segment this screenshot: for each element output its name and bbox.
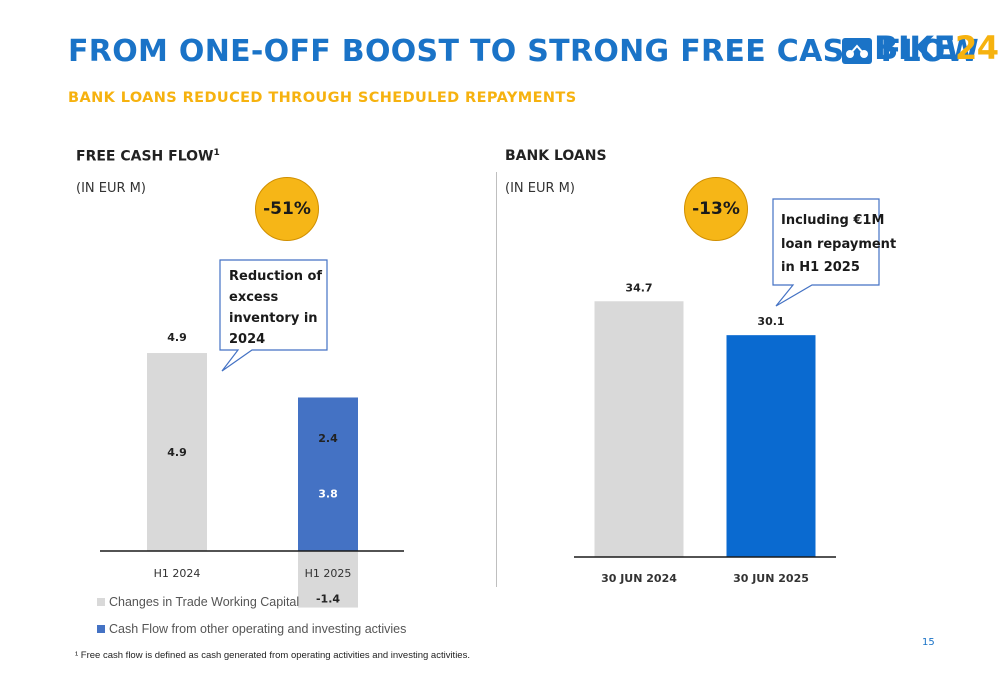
loans-change-badge: -13% (684, 177, 748, 241)
callout-line-3: inventory in (229, 311, 318, 326)
loan-repayment-callout: Including €1M loan repayment in H1 2025 (772, 198, 896, 307)
logo-accent: 24 (954, 29, 999, 67)
category-label: H1 2024 (154, 567, 201, 580)
bar-segment-h1-2024-s0 (147, 353, 207, 551)
free-cash-flow-title: FREE CASH FLOW1 (76, 148, 220, 165)
free-cash-flow-chart: 4.9 H1 2024 2.4 H1 2025 4.9 3.8 -1.4 (100, 331, 404, 608)
callout-line-1: Reduction of (229, 269, 322, 284)
total-label: 4.9 (167, 331, 187, 344)
segment-value-label: 3.8 (318, 487, 338, 500)
total-label: 2.4 (318, 432, 338, 445)
page-subtitle: BANK LOANS REDUCED THROUGH SCHEDULED REP… (68, 90, 577, 106)
value-label: 34.7 (625, 281, 652, 294)
category-label: H1 2025 (305, 567, 352, 580)
legend-item-other-cash-flow: Cash Flow from other operating and inves… (97, 622, 406, 636)
legend-label: Changes in Trade Working Capital (109, 595, 300, 609)
logo-main: BIKE (874, 29, 955, 67)
callout-line-2: excess (229, 290, 278, 305)
page-title: FROM ONE-OFF BOOST TO STRONG FREE CASH F… (68, 34, 979, 69)
legend-label: Cash Flow from other operating and inves… (109, 622, 407, 636)
bank-loans-chart: 34.7 30 JUN 2024 30.1 30 JUN 2025 (574, 281, 836, 585)
loan-bar-30-jun-2025 (726, 335, 816, 557)
inventory-callout: Reduction of excess inventory in 2024 (219, 259, 328, 372)
loan-bar-30-jun-2024 (594, 301, 684, 557)
footnote: ¹ Free cash flow is defined as cash gene… (75, 650, 470, 661)
bank-loans-title: BANK LOANS (505, 148, 607, 164)
free-cash-flow-unit: (IN EUR M) (76, 181, 146, 196)
legend-swatch (97, 625, 105, 633)
segment-value-label: -1.4 (316, 593, 340, 606)
bank-loans-unit: (IN EUR M) (505, 181, 575, 196)
fcf-change-badge: -51% (255, 177, 319, 241)
callout2-line-3: in H1 2025 (781, 260, 860, 275)
bar-segment-h1-2025-s1 (298, 397, 358, 551)
value-label: 30.1 (757, 315, 784, 328)
legend-item-trade-working-capital: Changes in Trade Working Capital (97, 595, 299, 609)
category-label: 30 JUN 2025 (733, 572, 809, 585)
bike24-logo (842, 38, 872, 64)
callout2-line-2: loan repayment (781, 237, 896, 252)
category-label: 30 JUN 2024 (601, 572, 677, 585)
segment-value-label: 4.9 (167, 446, 187, 459)
page-number: 15 (922, 637, 935, 648)
callout2-line-1: Including €1M (781, 213, 884, 228)
footnote-marker: 1 (213, 148, 220, 158)
logo-wordmark: BIKE24 (874, 29, 999, 67)
legend-swatch (97, 598, 105, 606)
free-cash-flow-title-text: FREE CASH FLOW (76, 148, 214, 165)
callout-line-4: 2024 (229, 332, 265, 347)
bar-segment-h1-2025-s0 (298, 551, 358, 608)
panel-divider (496, 172, 497, 587)
